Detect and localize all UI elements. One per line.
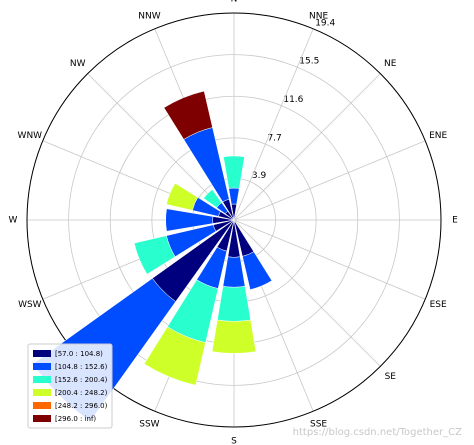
- direction-label: ESE: [430, 300, 447, 310]
- direction-label: SSW: [139, 420, 159, 430]
- direction-label: N: [231, 0, 238, 5]
- direction-label: WNW: [18, 131, 43, 141]
- direction-label: W: [9, 216, 18, 226]
- bar-segment: [222, 256, 246, 288]
- legend-label: [296.0 : inf): [55, 415, 96, 423]
- legend-label: [152.6 : 200.4): [55, 376, 108, 384]
- legend-swatch: [33, 376, 51, 383]
- legend-swatch: [33, 402, 51, 409]
- watermark: https://blog.csdn.net/Together_CZ: [293, 427, 463, 438]
- legend-label: [104.8 : 152.6): [55, 363, 108, 371]
- bar-segment: [228, 187, 240, 205]
- legend-label: [57.0 : 104.8): [55, 350, 103, 358]
- direction-label: NNW: [138, 11, 160, 21]
- r-tick-label: 11.6: [283, 95, 303, 105]
- direction-label: E: [452, 216, 458, 226]
- outer-frame: [26, 12, 442, 428]
- bar-segment: [163, 90, 213, 140]
- spoke: [233, 73, 381, 221]
- r-tick-label: 19.4: [315, 18, 335, 28]
- bar-segment: [242, 251, 273, 290]
- bar-segment: [133, 235, 176, 275]
- legend-swatch: [33, 350, 51, 357]
- bar-segment: [166, 182, 199, 211]
- r-tick-label: 3.9: [252, 171, 267, 181]
- bar-segment: [203, 189, 222, 208]
- direction-label: ENE: [429, 131, 447, 141]
- direction-label: S: [231, 437, 237, 445]
- spoke: [233, 28, 314, 221]
- direction-label: SE: [385, 372, 397, 382]
- bar-segment: [143, 326, 206, 386]
- legend-swatch: [33, 415, 51, 422]
- direction-label: WSW: [18, 300, 42, 310]
- legend-swatch: [33, 363, 51, 370]
- legend-label: [248.2 : 296.0): [55, 402, 108, 410]
- legend: [57.0 : 104.8) [104.8 : 152.6) [152.6 : 20…: [27, 343, 113, 429]
- bar-segment: [217, 286, 251, 322]
- direction-label: NNE: [309, 11, 328, 21]
- direction-label: NE: [384, 59, 397, 69]
- spoke: [233, 140, 426, 221]
- legend-label: [200.4 : 248.2): [55, 389, 108, 397]
- bar-segment: [165, 208, 214, 232]
- r-tick-label: 15.5: [299, 57, 319, 67]
- bar-segment: [211, 319, 257, 354]
- bar-segment: [223, 155, 245, 189]
- direction-label: NW: [70, 59, 86, 69]
- spoke: [233, 219, 426, 300]
- legend-swatch: [33, 389, 51, 396]
- direction-label: SSE: [310, 420, 327, 430]
- r-tick-label: 7.7: [267, 134, 281, 144]
- spoke: [233, 219, 381, 367]
